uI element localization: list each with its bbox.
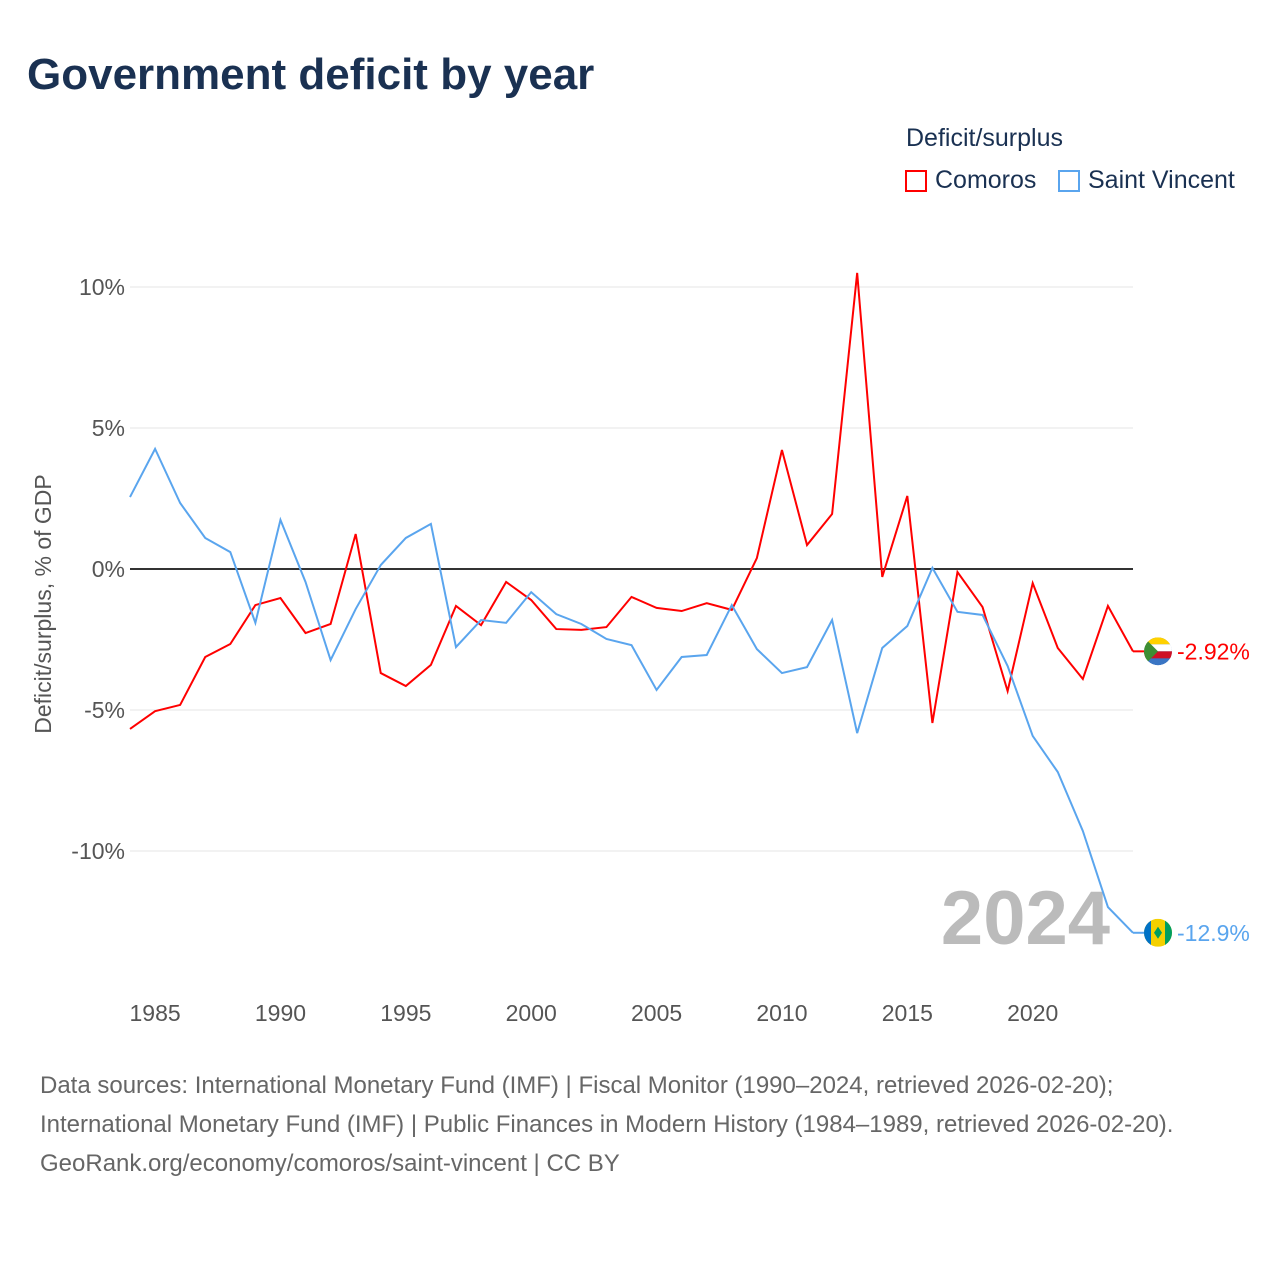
legend-label: Comoros	[935, 166, 1037, 194]
y-tick-label: 0%	[92, 556, 125, 582]
y-tick-label: -5%	[84, 697, 125, 723]
legend-swatch-comoros	[905, 169, 927, 192]
plot-area: 10% 5% 0% -5% -10% 1985 1990 1995 2000 2005 2010 20…	[30, 272, 1250, 1026]
x-tick-label: 1995	[380, 1000, 431, 1026]
flag-icon	[1144, 918, 1172, 947]
legend-title: Deficit/surplus	[906, 124, 1063, 152]
x-tick-label: 2000	[506, 1000, 557, 1026]
series-line-comoros	[129, 272, 1134, 730]
legend-swatch-saint-vincent	[1058, 169, 1080, 192]
x-tick-label: 2005	[631, 1000, 682, 1026]
y-tick-label: -10%	[71, 838, 125, 864]
chart-title: Government deficit by year	[27, 50, 595, 99]
year-watermark: 2024	[941, 876, 1110, 961]
legend-item-comoros[interactable]: Comoros	[905, 166, 1036, 195]
footer: Data sources: International Monetary Fun…	[40, 1066, 1240, 1183]
flag-icon	[1144, 637, 1172, 666]
x-tick-label: 2015	[882, 1000, 933, 1026]
end-value-label: -12.9%	[1177, 920, 1250, 946]
y-tick-label: 5%	[92, 415, 125, 441]
y-axis-label: Deficit/surplus, % of GDP	[30, 474, 56, 733]
x-tick-label: 1985	[129, 1000, 180, 1026]
series-line-saint-vincent	[129, 446, 1134, 934]
y-tick-label: 10%	[79, 274, 125, 300]
end-value-label: -2.92%	[1177, 638, 1250, 664]
x-tick-label: 1990	[255, 1000, 306, 1026]
legend-label: Saint Vincent	[1088, 166, 1235, 194]
x-tick-label: 2020	[1007, 1000, 1058, 1026]
legend-item-saint-vincent[interactable]: Saint Vincent	[1058, 166, 1235, 195]
source-link[interactable]: GeoRank.org/economy/comoros/saint-vincen…	[40, 1150, 620, 1177]
x-tick-label: 2010	[756, 1000, 807, 1026]
data-sources: Data sources: International Monetary Fun…	[40, 1072, 1174, 1138]
